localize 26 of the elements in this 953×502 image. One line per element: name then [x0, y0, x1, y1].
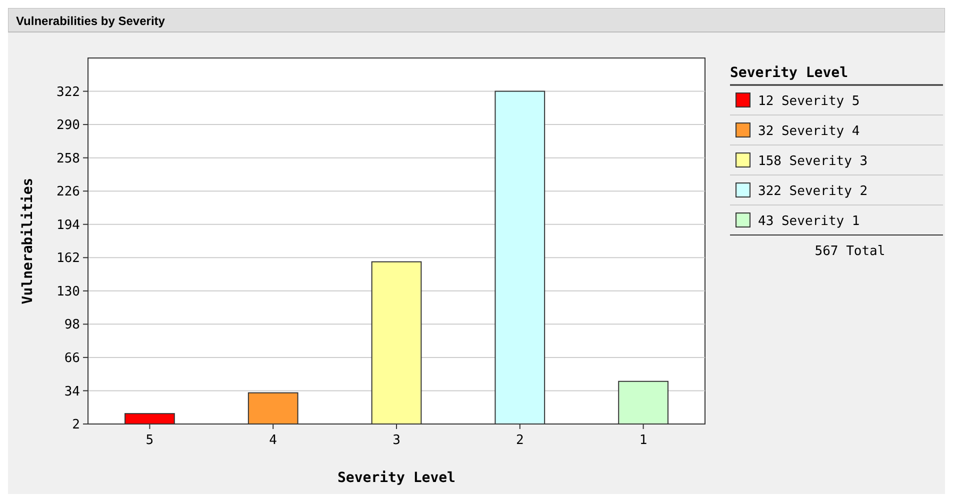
legend-title: Severity Level: [730, 65, 848, 81]
y-tick-label: 194: [56, 218, 80, 233]
x-tick-label: 2: [516, 433, 524, 448]
legend-label: 158 Severity 3: [758, 154, 868, 169]
legend-label: 322 Severity 2: [758, 184, 868, 199]
legend-label: 43 Severity 1: [758, 214, 860, 229]
y-axis-title: Vulnerabilities: [20, 178, 36, 304]
y-tick-label: 34: [64, 384, 80, 400]
x-tick-label: 3: [392, 433, 400, 448]
y-tick-label: 226: [56, 184, 80, 200]
text: 567 Total: [814, 244, 886, 259]
legend-label: 12 Severity 5: [758, 94, 860, 109]
y-tick-label: 98: [64, 318, 80, 333]
x-tick-label: 5: [146, 433, 154, 448]
x-tick-label: 4: [269, 433, 278, 448]
y-tick-label: 290: [56, 118, 80, 134]
y-tick-label: 322: [56, 84, 80, 100]
chart-title: Vulnerabilities by Severity: [16, 14, 166, 28]
y-tick-label: 66: [64, 351, 80, 366]
y-tick-label: 2: [72, 418, 80, 433]
y-tick-label: 130: [56, 284, 80, 300]
y-tick-label: 258: [56, 151, 80, 166]
x-axis-title: Severity Level: [337, 470, 456, 486]
x-tick-label: 1: [639, 433, 648, 448]
y-tick-label: 162: [56, 251, 80, 266]
legend-label: 32 Severity 4: [758, 124, 860, 139]
